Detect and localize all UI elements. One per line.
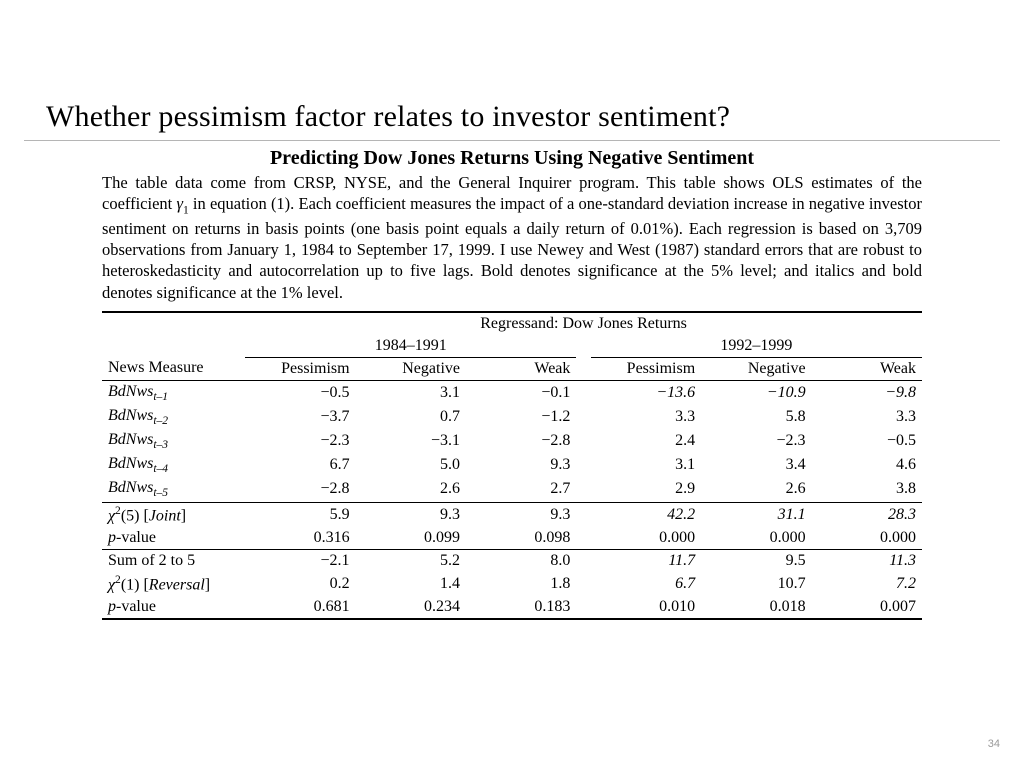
cell: −2.8 [245, 477, 355, 502]
row-bd4: BdNwst–4 6.75.09.33.13.44.6 [102, 453, 922, 477]
cell: 5.8 [701, 405, 811, 429]
cell: −1.2 [466, 405, 576, 429]
cell: 9.3 [466, 502, 576, 527]
cell: −2.3 [245, 429, 355, 453]
cell: −9.8 [812, 380, 922, 405]
col-pess-a: Pessimism [245, 357, 355, 380]
cell: 1.4 [356, 572, 466, 596]
cell: 2.6 [701, 477, 811, 502]
row-p-rev: p-value 0.6810.2340.1830.0100.0180.007 [102, 596, 922, 619]
cell: 7.2 [812, 572, 922, 596]
cell: −13.6 [591, 380, 701, 405]
cell: −3.7 [245, 405, 355, 429]
col-weak-a: Weak [466, 357, 576, 380]
col-weak-b: Weak [812, 357, 922, 380]
cell: 2.6 [356, 477, 466, 502]
cell: −10.9 [701, 380, 811, 405]
cell: −3.1 [356, 429, 466, 453]
table-title: Predicting Dow Jones Returns Using Negat… [0, 147, 1024, 170]
cell: 0.098 [466, 527, 576, 550]
cell: 3.4 [701, 453, 811, 477]
col-pess-b: Pessimism [591, 357, 701, 380]
row-chi-joint: χ2(5) [Joint] 5.99.39.342.231.128.3 [102, 502, 922, 527]
cell: 6.7 [591, 572, 701, 596]
cell: 31.1 [701, 502, 811, 527]
cell: 0.018 [701, 596, 811, 619]
col-measure: News Measure [102, 357, 245, 380]
cell: −2.8 [466, 429, 576, 453]
page-number: 34 [988, 738, 1000, 750]
cell: 1.8 [466, 572, 576, 596]
cell: −2.1 [245, 549, 355, 572]
cell: 8.0 [466, 549, 576, 572]
cell: −2.3 [701, 429, 811, 453]
cell: 11.3 [812, 549, 922, 572]
cell: 9.3 [356, 502, 466, 527]
slide: Whether pessimism factor relates to inve… [0, 0, 1024, 768]
regression-table: Regressand: Dow Jones Returns 1984–1991 … [102, 311, 922, 621]
cell: 0.000 [701, 527, 811, 550]
row-chi-rev: χ2(1) [Reversal] 0.21.41.86.710.77.2 [102, 572, 922, 596]
divider [24, 140, 1000, 141]
col-neg-b: Negative [701, 357, 811, 380]
cell: 3.3 [812, 405, 922, 429]
row-bd5: BdNwst–5 −2.82.62.72.92.63.8 [102, 477, 922, 502]
cell: −0.1 [466, 380, 576, 405]
cell: 5.2 [356, 549, 466, 572]
spanner: Regressand: Dow Jones Returns [245, 312, 922, 335]
caption-suffix: in equation (1). Each coefficient measur… [102, 194, 922, 301]
cell: 11.7 [591, 549, 701, 572]
cell: 0.000 [812, 527, 922, 550]
cell: 2.9 [591, 477, 701, 502]
cell: 2.7 [466, 477, 576, 502]
cell: 42.2 [591, 502, 701, 527]
cell: −0.5 [245, 380, 355, 405]
cell: 5.0 [356, 453, 466, 477]
spanner-row: Regressand: Dow Jones Returns [102, 312, 922, 335]
cell: 0.7 [356, 405, 466, 429]
row-bd3: BdNwst–3 −2.3−3.1−2.82.4−2.3−0.5 [102, 429, 922, 453]
slide-title: Whether pessimism factor relates to inve… [0, 0, 1024, 140]
cell: 0.007 [812, 596, 922, 619]
cell: 6.7 [245, 453, 355, 477]
cell: 10.7 [701, 572, 811, 596]
cell: −0.5 [812, 429, 922, 453]
cell: 3.1 [356, 380, 466, 405]
cell: 9.5 [701, 549, 811, 572]
row-sum: Sum of 2 to 5 −2.15.28.011.79.511.3 [102, 549, 922, 572]
cell: 0.099 [356, 527, 466, 550]
cell: 0.183 [466, 596, 576, 619]
cell: 0.316 [245, 527, 355, 550]
cell: 3.3 [591, 405, 701, 429]
period-row: 1984–1991 1992–1999 [102, 335, 922, 358]
row-bd2: BdNwst–2 −3.70.7−1.23.35.83.3 [102, 405, 922, 429]
table-caption: The table data come from CRSP, NYSE, and… [102, 172, 922, 303]
cell: 0.010 [591, 596, 701, 619]
cell: 2.4 [591, 429, 701, 453]
cell: 9.3 [466, 453, 576, 477]
cell: 0.000 [591, 527, 701, 550]
cell: 3.8 [812, 477, 922, 502]
cell: 0.681 [245, 596, 355, 619]
row-p-joint: p-value 0.3160.0990.0980.0000.0000.000 [102, 527, 922, 550]
cell: 28.3 [812, 502, 922, 527]
cell: 0.2 [245, 572, 355, 596]
cell: 4.6 [812, 453, 922, 477]
period-1: 1984–1991 [245, 335, 576, 358]
period-2: 1992–1999 [591, 335, 922, 358]
cell: 5.9 [245, 502, 355, 527]
col-neg-a: Negative [356, 357, 466, 380]
cell: 3.1 [591, 453, 701, 477]
cell: 0.234 [356, 596, 466, 619]
column-heads: News Measure Pessimism Negative Weak Pes… [102, 357, 922, 380]
row-bd1: BdNwst–1 −0.53.1−0.1−13.6−10.9−9.8 [102, 380, 922, 405]
